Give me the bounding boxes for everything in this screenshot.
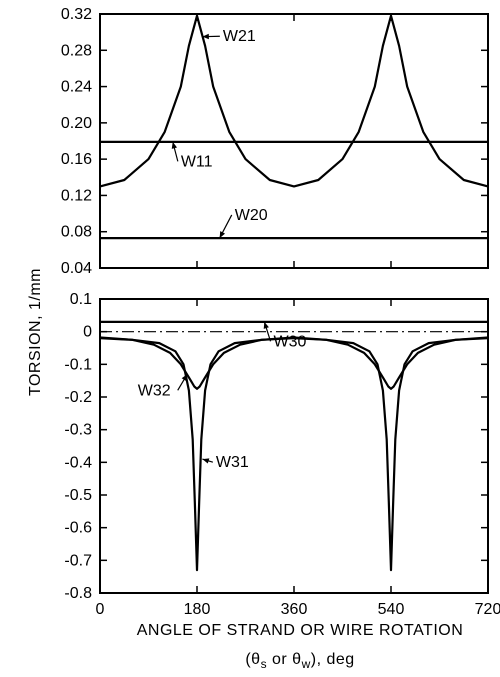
arrowhead-w31 bbox=[202, 458, 210, 464]
y-tick-label: 0 bbox=[83, 324, 92, 341]
y-tick-label: 0.24 bbox=[61, 79, 92, 96]
y-tick-label: -0.5 bbox=[64, 487, 92, 504]
x-tick-label: 360 bbox=[281, 601, 308, 618]
y-tick-label: 0.08 bbox=[61, 224, 92, 241]
label-w11: W11 bbox=[181, 153, 213, 170]
y-tick-label: -0.1 bbox=[64, 356, 92, 373]
x-tick-label: 180 bbox=[184, 601, 211, 618]
arrowhead-w20 bbox=[219, 231, 226, 239]
y-tick-label: 0.20 bbox=[61, 115, 92, 132]
arrowhead-w32 bbox=[181, 374, 188, 382]
x-tick-label: 0 bbox=[96, 601, 105, 618]
y-tick-label: -0.4 bbox=[64, 454, 92, 471]
y-tick-label: -0.6 bbox=[64, 520, 92, 537]
label-w32: W32 bbox=[138, 382, 171, 399]
series-w31 bbox=[99, 337, 489, 572]
y-tick-label: 0.1 bbox=[70, 291, 92, 308]
panels-group: 0.32 0.28 0.24 0.20 0.16 0.12 0.08 0.04 W21 W11 W2… bbox=[61, 6, 500, 618]
x-tick-label: 540 bbox=[378, 601, 405, 618]
x-axis-label-line1: ANGLE OF STRAND OR WIRE ROTATION bbox=[137, 622, 464, 639]
y-tick-label: 0.28 bbox=[61, 42, 92, 59]
arrowhead-w21 bbox=[202, 33, 209, 40]
label-w31: W31 bbox=[216, 454, 249, 471]
y-tick-label: 0.32 bbox=[61, 6, 92, 23]
y-tick-label: 0.16 bbox=[61, 151, 92, 168]
label-w21: W21 bbox=[223, 28, 256, 45]
x-axis-label-line2: (θs or θw), deg bbox=[245, 651, 354, 671]
y-tick-label: 0.04 bbox=[61, 260, 92, 277]
x-tick-label: 720 bbox=[475, 601, 500, 618]
label-w20: W20 bbox=[235, 207, 268, 224]
y-tick-label: -0.3 bbox=[64, 422, 92, 439]
series-w21 bbox=[99, 14, 489, 188]
panel-1: 0.32 0.28 0.24 0.20 0.16 0.12 0.08 0.04 W21 W11 W2… bbox=[61, 6, 489, 277]
panel-2: 0.1 0 -0.1 -0.2 -0.3 -0.4 -0.5 -0.6 -0.7 -0.8 W30 W… bbox=[64, 291, 500, 618]
y-tick-label: -0.2 bbox=[64, 389, 92, 406]
arrowhead-w11 bbox=[171, 141, 178, 149]
y-tick-label: 0.12 bbox=[61, 187, 92, 204]
arrowhead-w30 bbox=[263, 321, 269, 329]
label-w30: W30 bbox=[274, 333, 307, 350]
y-axis-label: TORSION, 1/mm bbox=[27, 268, 44, 396]
y-tick-label: -0.7 bbox=[64, 552, 92, 569]
y-tick-label: -0.8 bbox=[64, 585, 92, 602]
